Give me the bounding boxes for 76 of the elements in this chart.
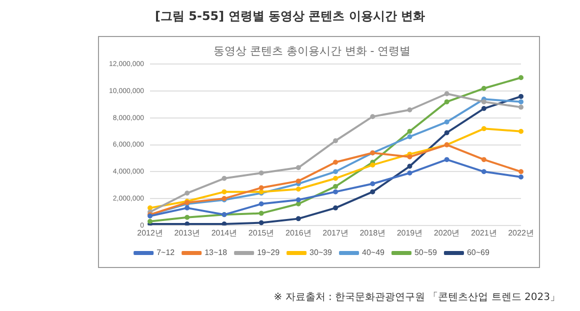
point [184, 214, 190, 220]
x-tick-label: 2015년 [248, 228, 274, 238]
point [333, 176, 338, 181]
legend-label: 13~18 [204, 248, 228, 258]
x-tick-label: 2020년 [434, 228, 460, 238]
point [184, 222, 190, 226]
point [258, 170, 264, 176]
legend-label: 19~29 [257, 248, 280, 258]
point [296, 186, 301, 192]
point [184, 205, 190, 210]
point [407, 164, 412, 169]
point [370, 162, 376, 168]
point [518, 75, 524, 80]
point [481, 157, 486, 162]
legend-label: 60~69 [466, 248, 490, 258]
point [444, 91, 450, 96]
point [481, 126, 486, 132]
point [444, 130, 450, 136]
point [407, 154, 412, 160]
point [370, 181, 376, 186]
point [481, 169, 486, 174]
point [481, 99, 486, 104]
x-tick-label: 2017년 [322, 228, 348, 238]
point [333, 205, 338, 210]
point [258, 210, 264, 216]
point [148, 218, 153, 224]
x-tick-label: 2013년 [174, 228, 200, 238]
point [407, 170, 412, 176]
point [333, 184, 338, 189]
point [296, 216, 301, 222]
x-tick-label: 2019년 [396, 228, 423, 238]
point [518, 104, 524, 110]
point [296, 165, 301, 170]
point [333, 169, 338, 174]
point [222, 176, 227, 181]
x-tick-label: 2014년 [211, 228, 238, 238]
point [444, 157, 450, 162]
point [296, 178, 301, 184]
point [333, 138, 338, 144]
chart-subtitle: 동영상 콘텐츠 총이용시간 변화 - 연령별 [213, 44, 411, 58]
text: ※ 자료출처 : 한국문화관광연구원 「콘텐츠산업 트렌드 2023」 [272, 290, 560, 304]
point [258, 220, 264, 226]
x-tick-label: 2022년 [508, 228, 534, 238]
x-tick-label: 2018년 [360, 228, 386, 238]
chart-title: [그림 5-55] 연령별 동영상 콘텐츠 이용시간 변화 [154, 8, 426, 25]
point [518, 94, 524, 99]
legend-label: 30~39 [310, 248, 333, 258]
x-tick-label: 2012년 [137, 228, 163, 238]
point [333, 189, 338, 194]
point [370, 189, 376, 194]
point [258, 201, 264, 206]
legend-label: 40~49 [362, 248, 386, 258]
point [148, 205, 153, 210]
point [222, 222, 227, 226]
point [407, 134, 412, 140]
point [481, 86, 486, 91]
legend-label: 50~59 [414, 248, 438, 258]
point [518, 99, 524, 104]
point [407, 128, 412, 134]
point [481, 106, 486, 112]
point [222, 189, 227, 194]
x-tick-label: 2021년 [471, 228, 497, 238]
point [444, 99, 450, 104]
point [518, 169, 524, 174]
point [296, 201, 301, 206]
point [296, 197, 301, 202]
legend-label: 7~12 [156, 248, 176, 258]
point [184, 190, 190, 196]
point [333, 160, 338, 165]
x-tick-label: 2016년 [286, 228, 312, 238]
point [518, 174, 524, 180]
point [370, 114, 376, 120]
point [258, 185, 264, 190]
point [444, 119, 450, 124]
point [407, 107, 412, 112]
point [518, 128, 524, 134]
